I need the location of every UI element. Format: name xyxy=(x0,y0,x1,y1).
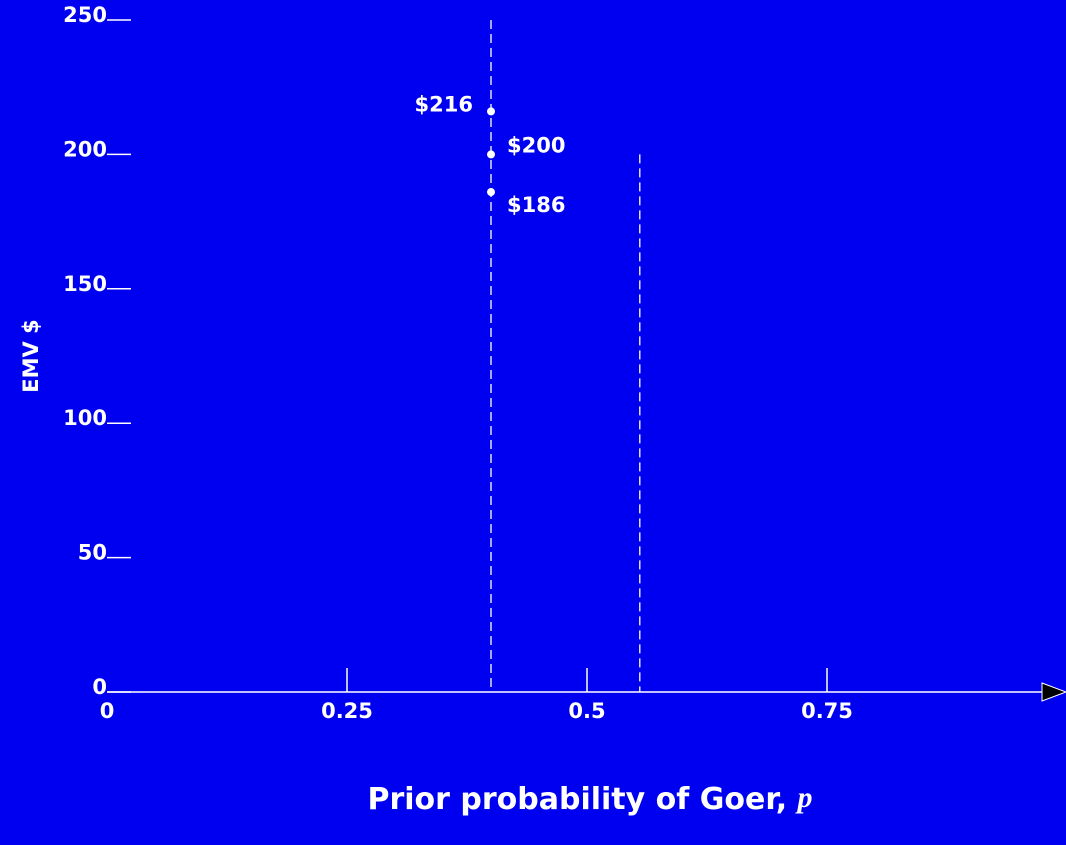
y-tick-label: 100 xyxy=(63,406,107,430)
point xyxy=(487,150,495,159)
x-tick-label: 0.5 xyxy=(568,699,605,723)
y-tick-label: 50 xyxy=(78,541,107,565)
point xyxy=(487,188,495,197)
x-tick-label: 0.75 xyxy=(801,699,853,723)
point xyxy=(487,107,495,116)
y-axis-title: EMV $ xyxy=(19,319,43,392)
x-tick-label: 0 xyxy=(100,699,115,723)
data-label: $186 xyxy=(507,193,565,217)
y-tick-label: 200 xyxy=(63,137,107,161)
x-axis-arrow xyxy=(1041,682,1066,702)
x-axis-title-text: Prior probability of Goer, xyxy=(367,782,797,817)
y-tick-label: 250 xyxy=(63,3,107,27)
data-label: $216 xyxy=(415,92,473,116)
y-tick-label: 150 xyxy=(63,272,107,296)
data-label: $200 xyxy=(507,133,565,157)
x-axis-variable: p xyxy=(795,781,813,814)
x-axis-title: Prior probability of Goer, p xyxy=(367,781,812,817)
y-tick-label: 0 xyxy=(92,675,107,699)
x-tick-label: 0.25 xyxy=(321,699,373,723)
